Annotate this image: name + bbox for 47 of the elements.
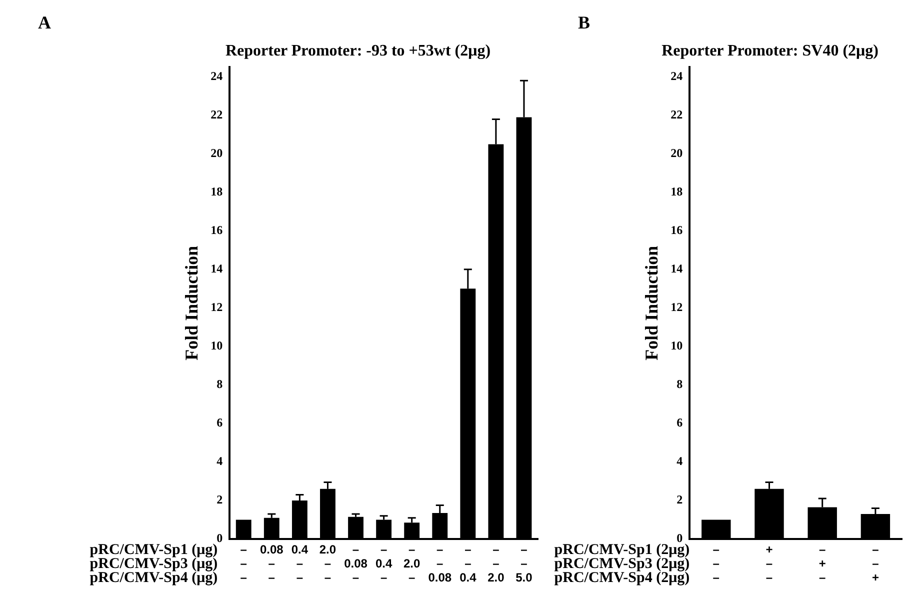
y-tick-label: 2 (676, 492, 683, 507)
x-tick-label: – – – (240, 542, 248, 584)
chart-title: Reporter Promoter: SV40 (2μg) (662, 42, 878, 60)
y-tick-label: 16 (210, 222, 223, 237)
y-tick-label: 16 (670, 222, 683, 237)
x-tick-label: 0.4 – – (291, 542, 308, 584)
y-tick-label: 6 (216, 416, 223, 430)
y-tick-label: 18 (670, 184, 683, 198)
y-tick-label: 14 (210, 261, 223, 276)
text: pRC/CMV-Sp1 (μg) (90, 542, 218, 558)
y-tick-label: 8 (676, 377, 683, 392)
y-tick-label: 4 (216, 454, 223, 468)
y-axis-title: Fold Induction (181, 246, 202, 360)
x-tick-label: – – 0.4 (460, 542, 477, 584)
y-tick-label: 8 (216, 377, 223, 392)
y-tick-label: 22 (670, 107, 683, 122)
y-tick-label: 12 (670, 300, 683, 314)
text: A (38, 12, 51, 33)
x-tick-label: – – 2.0 (488, 542, 505, 584)
y-tick-label: 6 (676, 416, 683, 430)
x-tick-label: – – 0.08 (428, 542, 452, 584)
y-tick-label: 12 (210, 300, 223, 314)
y-tick-label: 18 (210, 184, 223, 198)
y-tick-label: 0 (216, 531, 223, 546)
y-tick-label: 24 (670, 68, 683, 83)
chart-title: Reporter Promoter: -93 to +53wt (2μg) (225, 42, 491, 60)
x-tick-label: – 0.08 – (344, 542, 368, 584)
y-axis-title: Fold Induction (641, 246, 662, 360)
y-tick-label: 20 (210, 146, 223, 160)
x-tick-label: – – 5.0 (516, 542, 533, 584)
y-tick-label: 2 (216, 492, 223, 507)
x-tick-label: – – + (872, 542, 880, 584)
y-tick-label: 10 (210, 338, 223, 353)
y-tick-label: 22 (210, 107, 223, 122)
text: B (578, 12, 590, 33)
y-tick-label: 4 (676, 454, 683, 468)
x-tick-label: 0.08 – – (260, 542, 284, 584)
x-tick-label: 2.0 – – (319, 542, 336, 584)
x-tick-label: – 2.0 – (403, 542, 420, 584)
y-tick-label: 24 (210, 68, 223, 83)
y-tick-label: 20 (670, 146, 683, 160)
x-tick-label: – + – (818, 542, 826, 584)
x-tick-label: – 0.4 – (375, 542, 392, 584)
y-tick-label: 10 (670, 338, 683, 353)
y-tick-label: 14 (670, 261, 683, 276)
x-tick-label: + – – (766, 542, 773, 584)
x-tick-label: – – – (712, 542, 720, 584)
